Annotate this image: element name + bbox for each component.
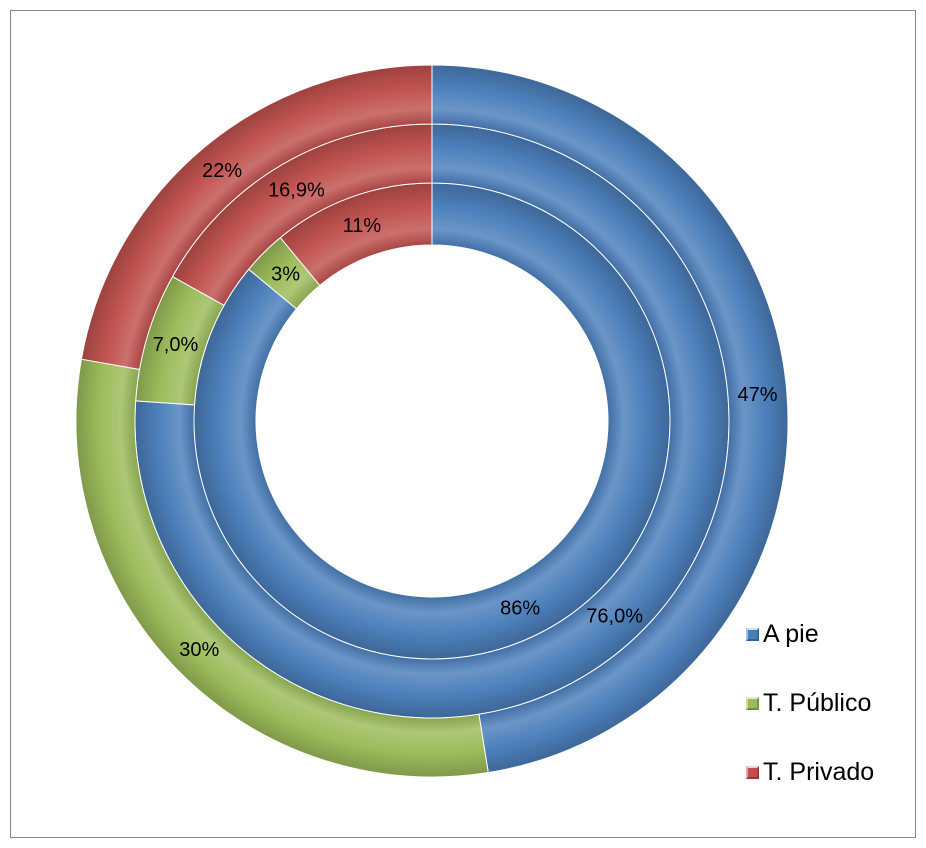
legend-item-t-privado: T. Privado <box>746 756 874 788</box>
slice-outer-a-pie <box>431 64 789 774</box>
legend: A pie T. Público T. Privado <box>746 618 874 825</box>
label-inner-t-privado: 11% <box>343 215 382 237</box>
data-labels: 86% 3% 11% 76,0% 7,0% 16,9% 47% 30% 22% <box>153 160 778 661</box>
label-outer-t-publico: 30% <box>179 639 219 661</box>
legend-swatch-t-privado <box>746 765 759 779</box>
label-middle-t-publico: 7,0% <box>153 334 199 356</box>
label-outer-a-pie: 47% <box>737 384 777 406</box>
slice-outer-t-publico <box>75 358 489 778</box>
legend-item-a-pie: A pie <box>746 618 874 650</box>
label-middle-t-privado: 16,9% <box>268 179 325 201</box>
legend-label-t-privado: T. Privado <box>763 757 875 786</box>
label-middle-a-pie: 76,0% <box>586 605 643 627</box>
legend-swatch-t-publico <box>746 696 759 710</box>
donut-slices <box>75 64 789 778</box>
legend-label-a-pie: A pie <box>763 619 819 648</box>
label-inner-t-publico: 3% <box>271 264 300 286</box>
legend-label-t-publico: T. Público <box>763 688 872 717</box>
slice-outer-t-privado <box>80 64 433 371</box>
label-inner-a-pie: 86% <box>500 597 540 619</box>
legend-item-t-publico: T. Público <box>746 687 874 719</box>
legend-swatch-a-pie <box>746 627 759 641</box>
label-outer-t-privado: 22% <box>202 160 242 182</box>
